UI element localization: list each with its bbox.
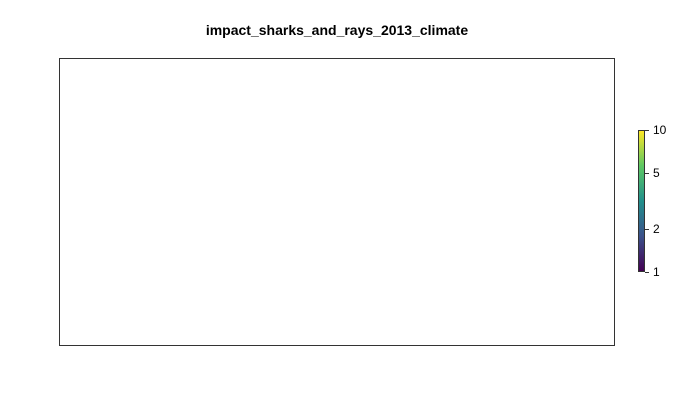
legend-tick-label: 2 [653,222,660,236]
plot-area [59,58,615,346]
legend-tick-mark [645,130,649,131]
legend-tick-label: 5 [653,166,660,180]
legend-tick-mark [645,173,649,174]
legend-tick-label: 1 [653,265,660,279]
chart-title: impact_sharks_and_rays_2013_climate [205,22,469,38]
color-legend: 10 5 2 1 [636,123,696,284]
legend-tick-label: 10 [653,123,667,137]
legend-tick-mark [645,272,649,273]
legend-color-bar [638,130,645,272]
legend-tick-mark [645,229,649,230]
